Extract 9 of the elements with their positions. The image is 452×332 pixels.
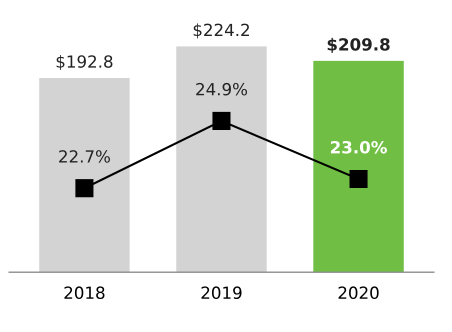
- data-label: 23.0%: [330, 140, 387, 154]
- data-label: $224.2: [194, 23, 249, 38]
- x-tick-label: 2020: [338, 286, 379, 300]
- data-label: $192.8: [56, 54, 112, 70]
- data-label: $209.8: [328, 38, 390, 53]
- data-label: 22.7%: [59, 150, 110, 163]
- x-tick-label: 2019: [201, 286, 242, 300]
- x-tick-label: 2018: [64, 286, 104, 300]
- data-label: 24.9%: [196, 82, 248, 96]
